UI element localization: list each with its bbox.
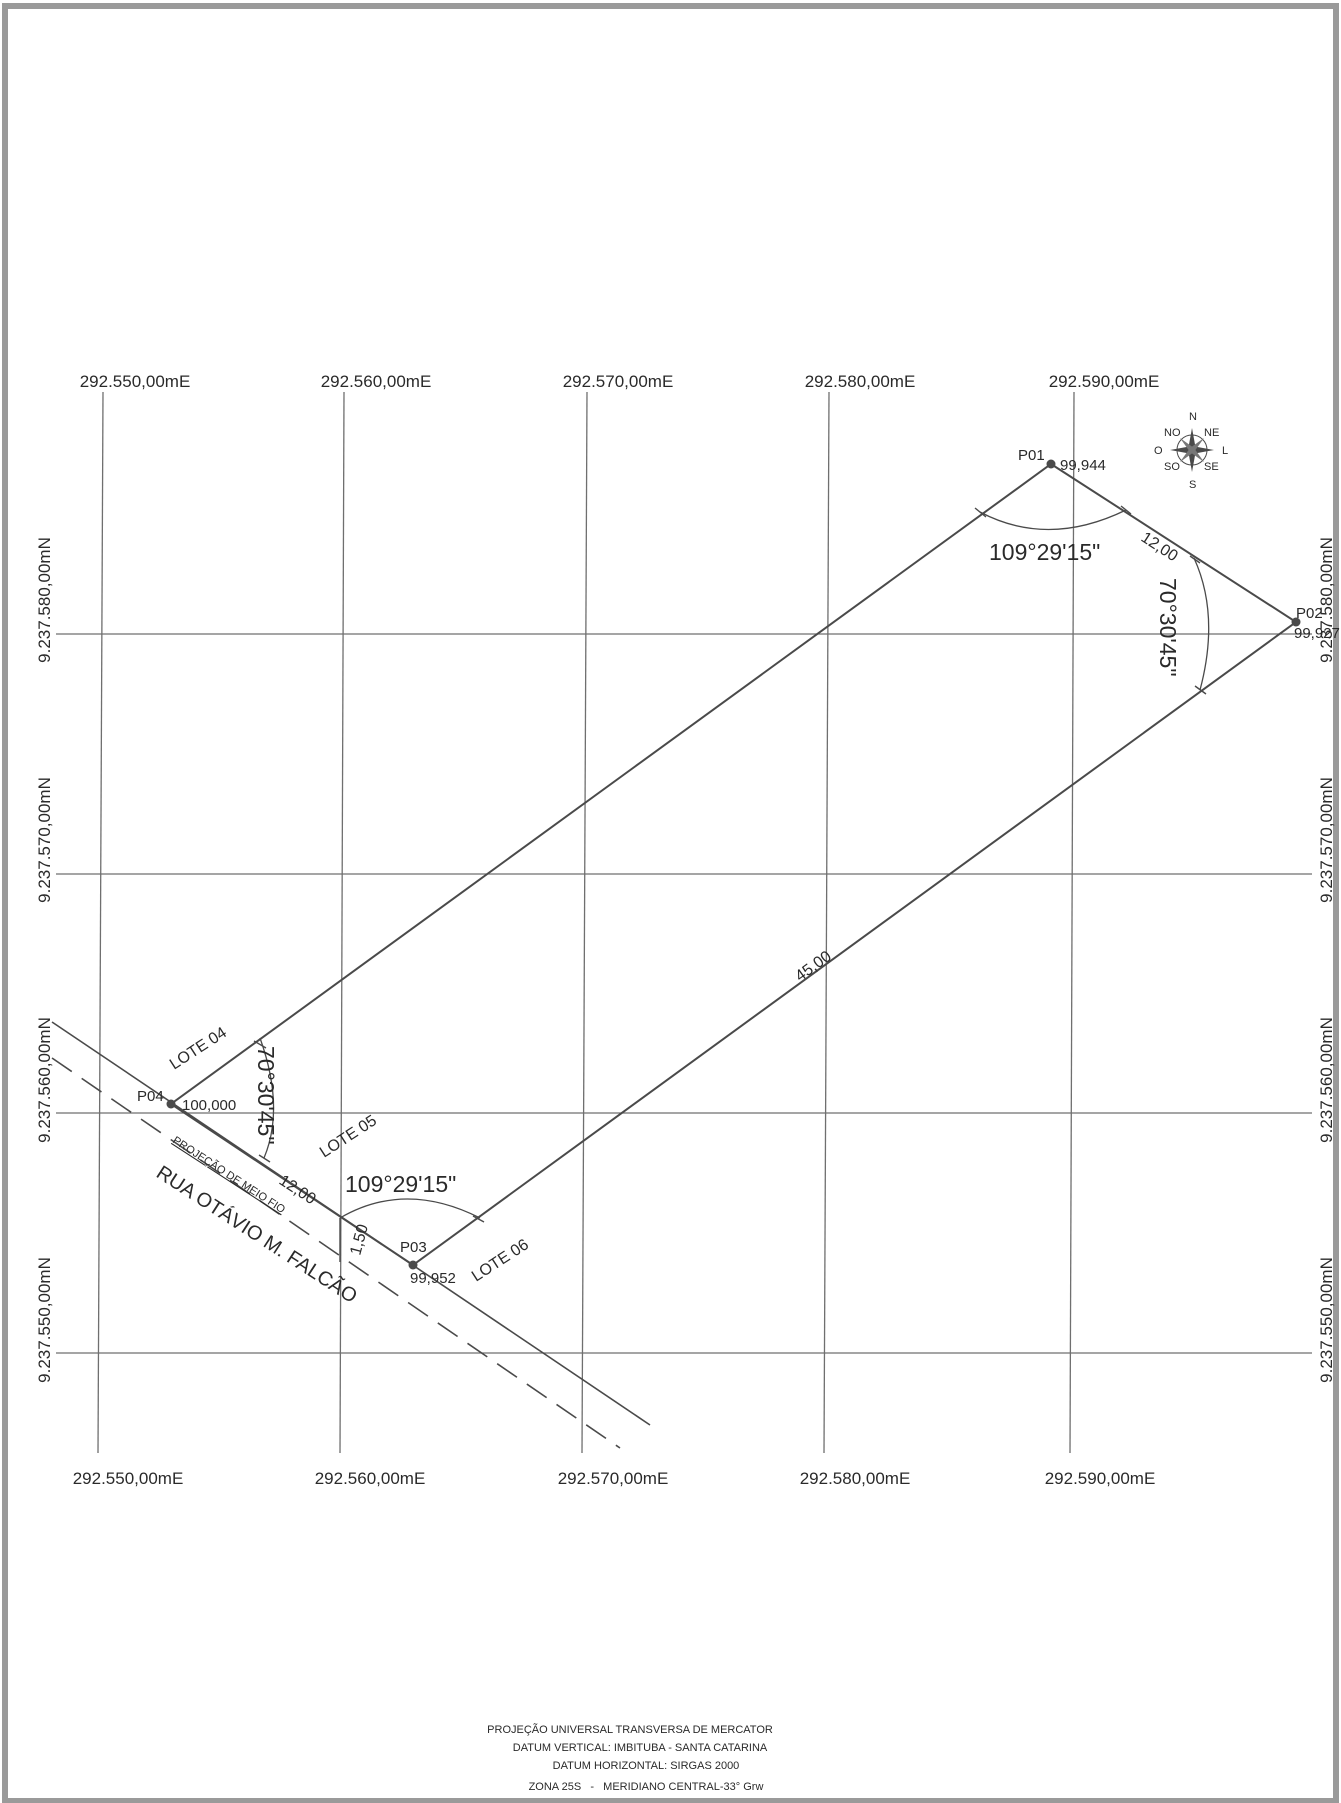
sheet-border bbox=[2, 3, 1339, 1803]
compass-east-label: L bbox=[1222, 445, 1228, 457]
grid-easting-line-3 bbox=[581, 391, 588, 1454]
lot-label-04: LOTE 04 bbox=[167, 1024, 230, 1073]
easting-label: 292.550,00mE bbox=[73, 1469, 184, 1488]
compass-north-label: N bbox=[1189, 411, 1197, 423]
easting-label: 292.570,00mE bbox=[563, 372, 674, 391]
dimension-ticks bbox=[253, 505, 1207, 1223]
curb-projection-line bbox=[51, 1057, 621, 1449]
street-name-label: RUA OTÁVIO M. FALCÃO bbox=[152, 1160, 362, 1308]
compass-south-label: S bbox=[1189, 479, 1196, 491]
tick bbox=[1194, 685, 1207, 695]
vertex-name-p03: P03 bbox=[400, 1239, 427, 1256]
northing-label: 9.237.560,00mN bbox=[1317, 1017, 1336, 1143]
easting-label: 292.590,00mE bbox=[1049, 372, 1160, 391]
lot-label-06: LOTE 06 bbox=[469, 1236, 532, 1285]
tick bbox=[974, 507, 987, 518]
easting-label: 292.550,00mE bbox=[80, 372, 191, 391]
lot-label-05: LOTE 05 bbox=[317, 1112, 380, 1161]
easting-label: 292.580,00mE bbox=[805, 372, 916, 391]
tick bbox=[258, 1154, 271, 1163]
utm-grid bbox=[56, 391, 1312, 1454]
easting-label: 292.560,00mE bbox=[321, 372, 432, 391]
vertices bbox=[166, 459, 1301, 1270]
dimension-label-offset: 1,50 bbox=[347, 1222, 372, 1257]
tick bbox=[1189, 555, 1201, 564]
vertex-name-p04: P04 bbox=[137, 1088, 164, 1105]
northing-label: 9.237.550,00mN bbox=[1317, 1257, 1336, 1383]
angle-label-p01: 109°29'15" bbox=[989, 539, 1100, 565]
vertex-name-p02: P02 bbox=[1296, 605, 1323, 622]
angle-arcs bbox=[259, 509, 1210, 1219]
street bbox=[51, 1021, 651, 1449]
angle-arc-p01 bbox=[979, 509, 1127, 531]
dimension-label-side: 45,00 bbox=[792, 948, 834, 985]
angle-arc-p04 bbox=[259, 1037, 275, 1159]
vertex-name-p01: P01 bbox=[1018, 447, 1045, 464]
vertex-elevation-p01: 99,944 bbox=[1060, 457, 1106, 474]
tick bbox=[472, 1215, 485, 1223]
easting-labels-bottom: 292.550,00mE 292.560,00mE 292.570,00mE 2… bbox=[73, 1469, 1156, 1488]
northing-label: 9.237.580,00mN bbox=[1317, 537, 1336, 663]
compass-nw-label: NO bbox=[1164, 427, 1181, 439]
projection-line-2: DATUM VERTICAL: IMBITUBA - SANTA CATARIN… bbox=[513, 1742, 768, 1754]
projection-info: PROJEÇÃO UNIVERSAL TRANSVERSA DE MERCATO… bbox=[487, 1723, 773, 1793]
vertex-elevation-p03: 99,952 bbox=[410, 1270, 456, 1287]
grid-easting-line-5 bbox=[1069, 391, 1075, 1454]
compass-west-label: O bbox=[1154, 445, 1163, 457]
angle-label-p03: 109°29'15" bbox=[345, 1171, 456, 1197]
angle-label-p04: 70°30'45" bbox=[253, 1046, 279, 1145]
vertex-marker-p01 bbox=[1046, 459, 1056, 469]
angle-arc-p03 bbox=[339, 1198, 481, 1219]
northing-label: 9.237.580,00mN bbox=[35, 537, 54, 663]
compass-se-label: SE bbox=[1204, 461, 1219, 473]
vertex-elevation-p04: 100,000 bbox=[182, 1097, 236, 1114]
projection-line-3: DATUM HORIZONTAL: SIRGAS 2000 bbox=[553, 1760, 740, 1772]
vertex-elevation-p02: 99,927 bbox=[1294, 625, 1340, 642]
tick bbox=[1120, 505, 1132, 515]
easting-labels-top: 292.550,00mE 292.560,00mE 292.570,00mE 2… bbox=[80, 372, 1160, 391]
easting-label: 292.570,00mE bbox=[558, 1469, 669, 1488]
easting-label: 292.590,00mE bbox=[1045, 1469, 1156, 1488]
compass-rose: N S L O NE NO SE SO bbox=[1154, 411, 1228, 491]
northing-labels-right: 9.237.580,00mN 9.237.570,00mN 9.237.560,… bbox=[1317, 537, 1336, 1383]
easting-label: 292.580,00mE bbox=[800, 1469, 911, 1488]
vertex-marker-p04 bbox=[166, 1099, 176, 1109]
northing-label: 9.237.560,00mN bbox=[35, 1017, 54, 1143]
easting-label: 292.560,00mE bbox=[315, 1469, 426, 1488]
compass-sw-label: SO bbox=[1164, 461, 1180, 473]
compass-ne-label: NE bbox=[1204, 427, 1219, 439]
northing-label: 9.237.570,00mN bbox=[1317, 777, 1336, 903]
angle-arc-p02 bbox=[1193, 557, 1210, 691]
vertex-marker-p02 bbox=[1291, 617, 1301, 627]
grid-easting-line-1 bbox=[97, 391, 104, 1454]
tick bbox=[253, 1040, 267, 1049]
northing-labels-left: 9.237.580,00mN 9.237.570,00mN 9.237.560,… bbox=[35, 537, 54, 1383]
grid-easting-line-4 bbox=[823, 391, 830, 1454]
vertex-marker-p03 bbox=[408, 1260, 418, 1270]
projection-line-4: ZONA 25S - MERIDIANO CENTRAL-33° Grw bbox=[529, 1781, 764, 1793]
northing-label: 9.237.550,00mN bbox=[35, 1257, 54, 1383]
projection-line-1: PROJEÇÃO UNIVERSAL TRANSVERSA DE MERCATO… bbox=[487, 1723, 773, 1736]
northing-label: 9.237.570,00mN bbox=[35, 777, 54, 903]
compass-needle-diagonal bbox=[1180, 438, 1204, 462]
grid-easting-line-2 bbox=[339, 391, 345, 1454]
angle-label-p02: 70°30'45" bbox=[1155, 578, 1181, 677]
